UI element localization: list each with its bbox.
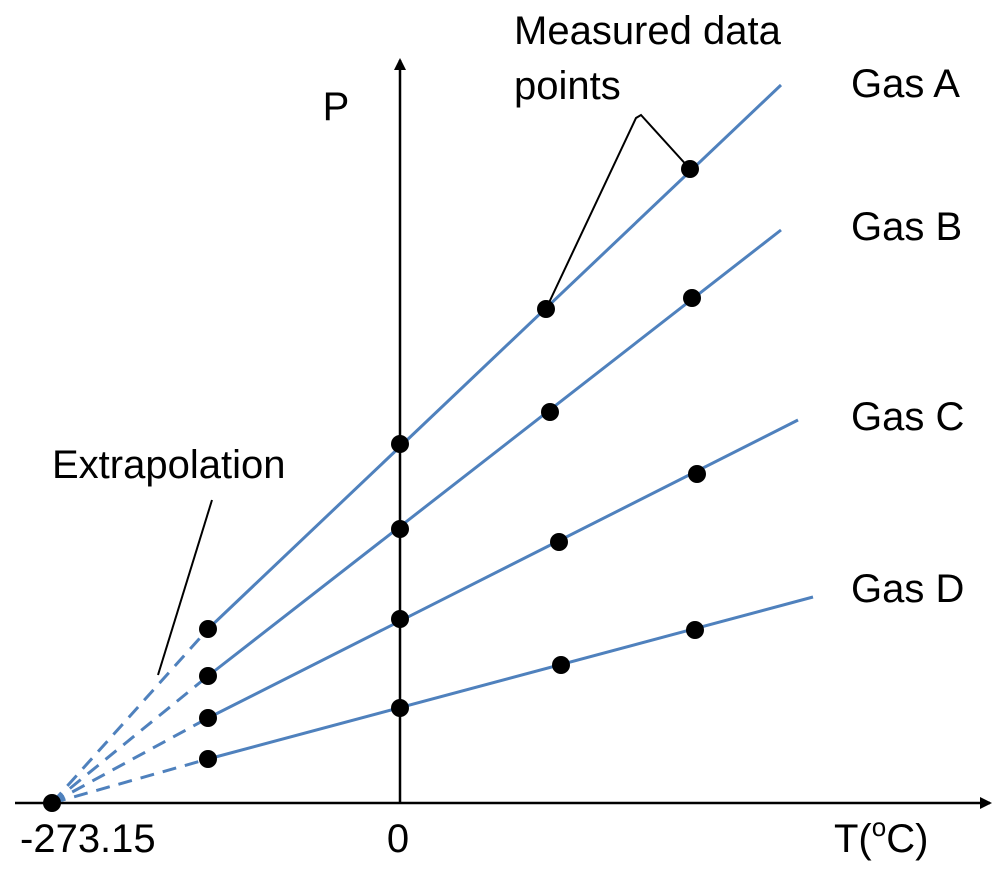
origin-tick-label: 0 [387,817,409,861]
x-axis-label: T(oC) [834,812,928,861]
measured-points-label-line2: points [514,64,621,108]
absolute-zero-tick-label: -273.15 [20,817,156,861]
x-axis-label-superscript: o [872,812,886,842]
extrapolation-leader [157,499,213,676]
gas-c-extrapolation [51,716,209,805]
extrapolation-label: Extrapolation [52,443,285,487]
gas-b-point [541,403,559,421]
gas-c-series [51,418,799,805]
measured-points-leader [545,113,691,310]
gas-a-point [199,620,217,638]
gas-b-line [207,228,782,678]
x-axis-label-main: T( [834,817,872,861]
gas-c-point [550,533,568,551]
gas-d-extrapolation [51,757,209,805]
gas-b-point [391,520,409,538]
y-axis-label: P [323,85,350,129]
gas-d-series [51,595,814,805]
gas-c-point [391,610,409,628]
gas-d-point [391,699,409,717]
gas-a-label: Gas A [851,62,960,106]
gas-a-point [391,435,409,453]
gas-d-label: Gas D [851,567,964,611]
gas-c-line [207,418,799,720]
measured-points-label-line1: Measured data [514,9,782,53]
gas-b-label: Gas B [851,205,962,249]
gas-c-point [199,709,217,727]
gas-b-extrapolation [51,674,209,805]
gas-c-point [688,465,706,483]
gas-d-point [199,750,217,768]
gas-a-series [50,83,783,805]
gas-b-point [199,667,217,685]
gas-b-series [51,228,782,805]
x-axis-label-end: C) [886,817,928,861]
gas-d-point [552,656,570,674]
absolute-zero-point [43,794,61,812]
gas-b-point [683,289,701,307]
gas-d-line [207,595,814,761]
gas-a-extrapolation [50,627,210,805]
gas-d-point [686,621,704,639]
gas-c-label: Gas C [851,395,964,439]
